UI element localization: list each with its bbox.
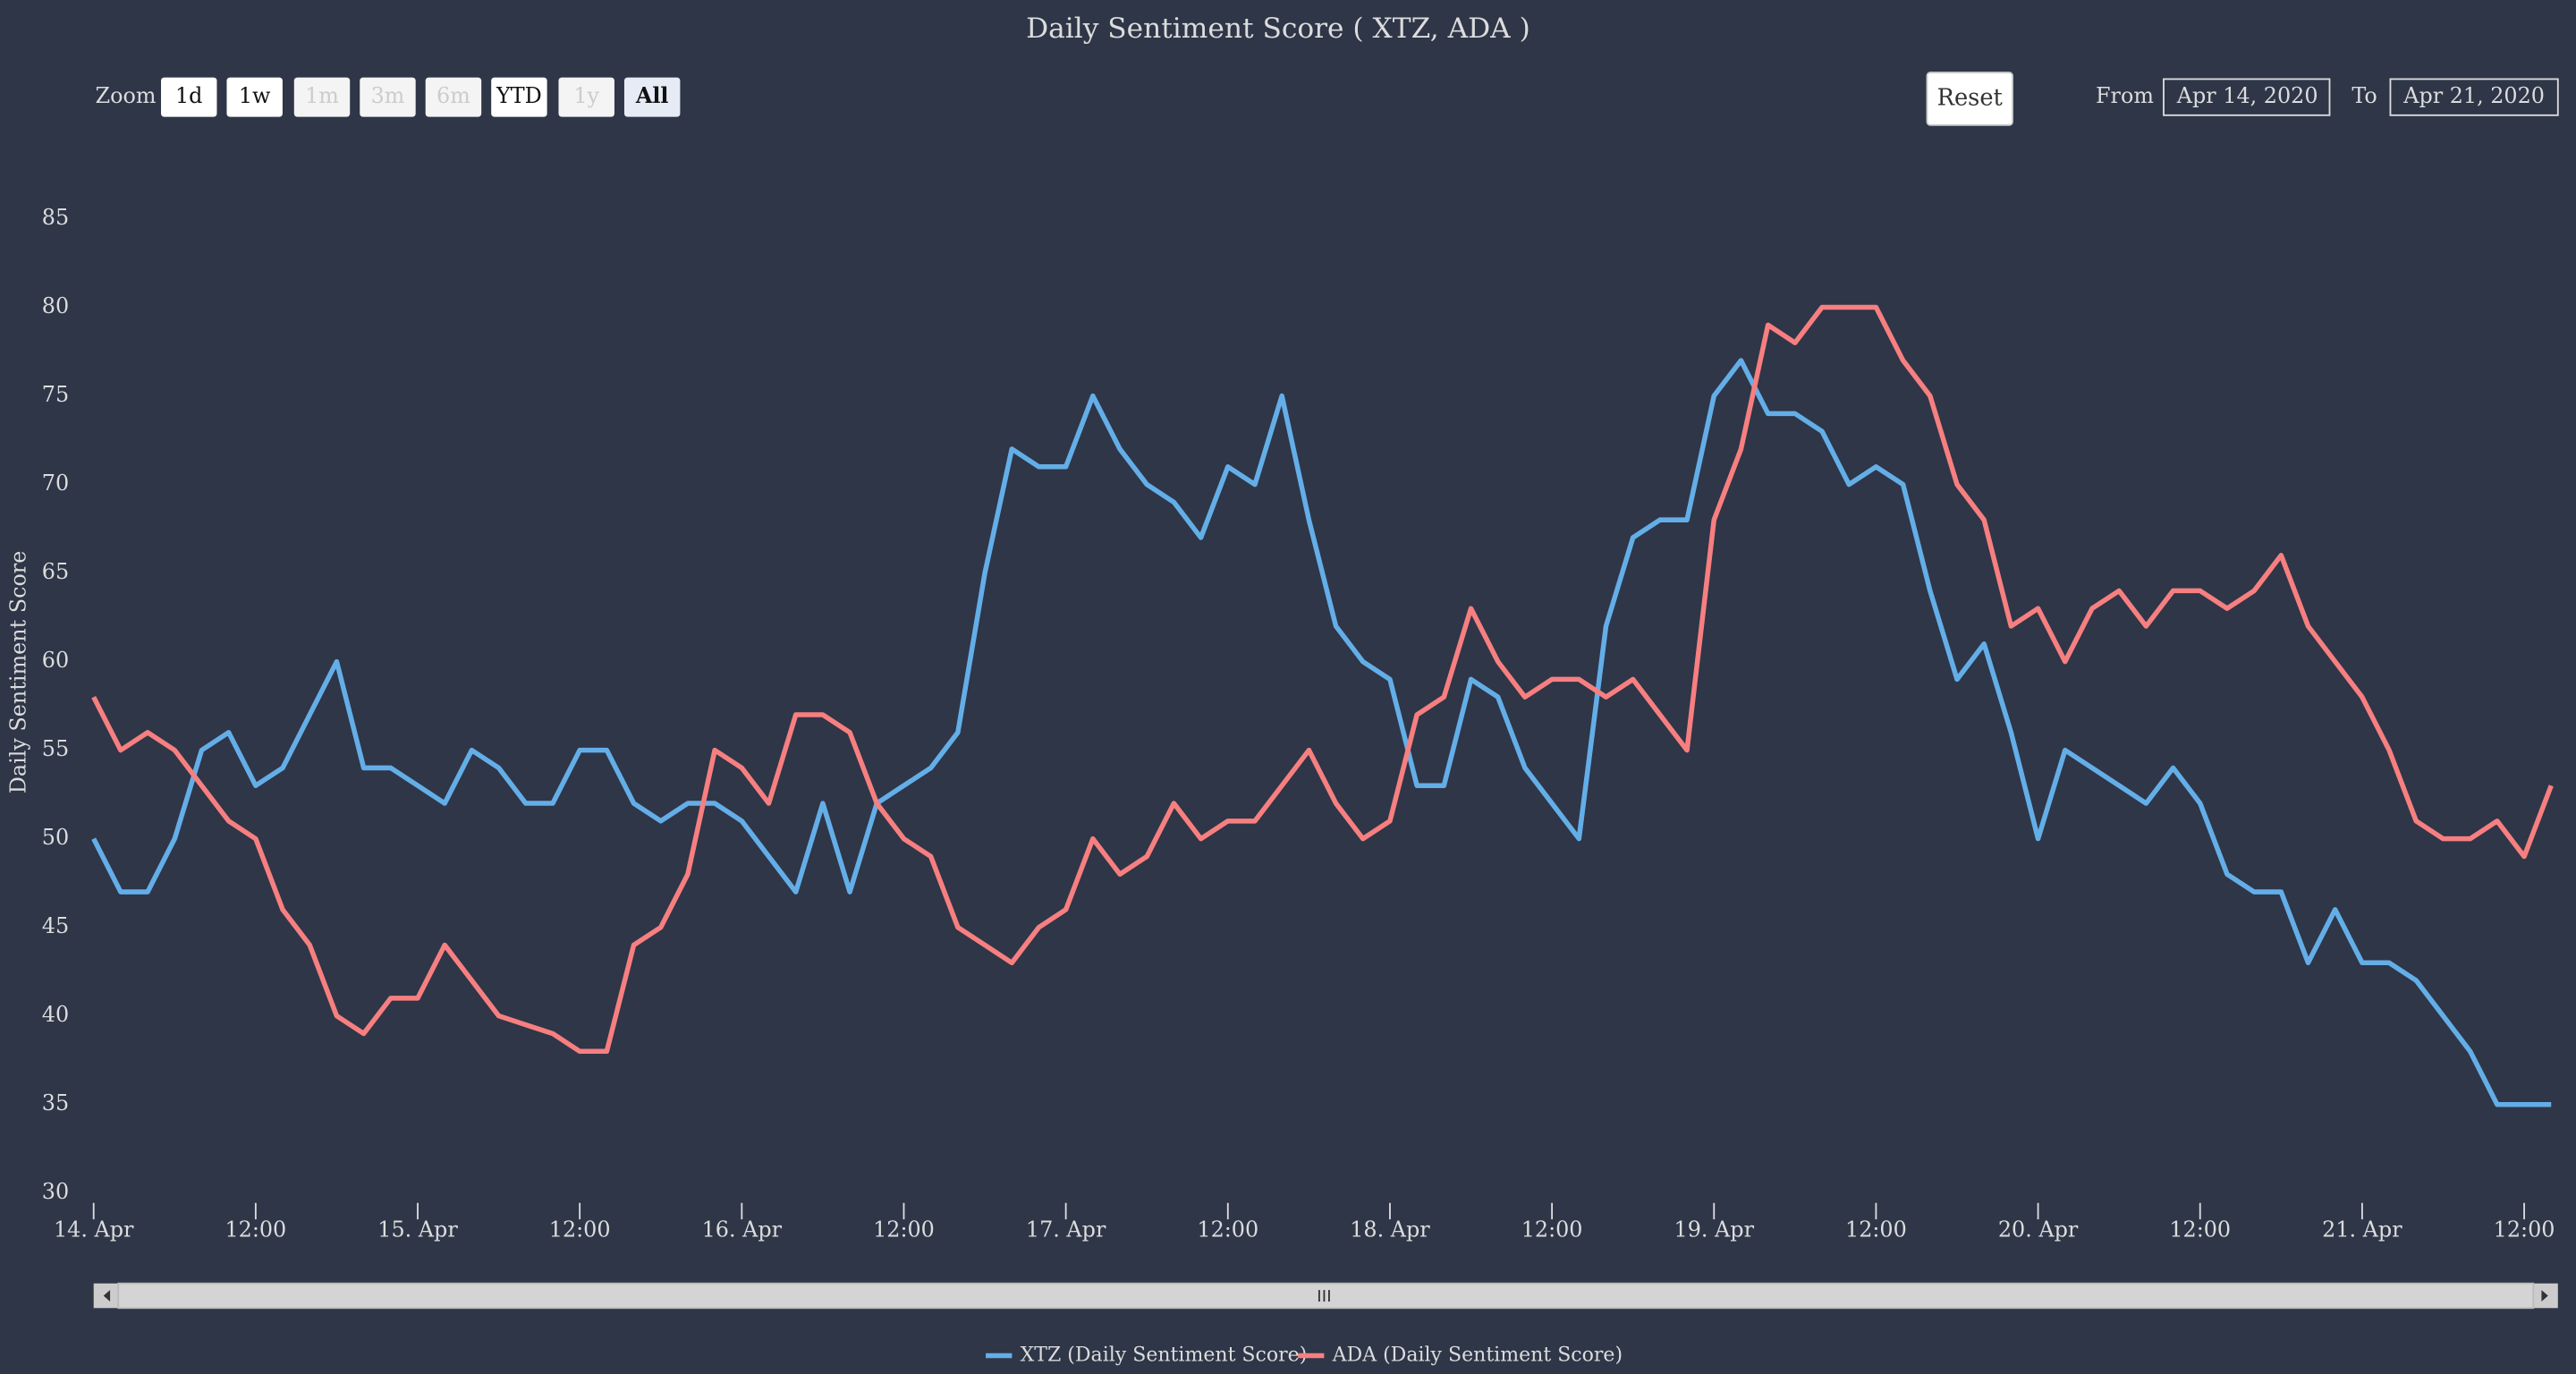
y-tick-label: 70 — [42, 471, 69, 496]
zoom-button-label[interactable]: 1m — [305, 83, 339, 108]
x-tick-label: 12:00 — [873, 1217, 935, 1242]
x-tick-label: 19. Apr — [1674, 1217, 1755, 1242]
y-tick-label: 40 — [42, 1002, 69, 1027]
scrollbar-thumb[interactable] — [117, 1282, 2535, 1310]
zoom-button-label[interactable]: 1w — [239, 83, 271, 108]
chart-title: Daily Sentiment Score ( XTZ, ADA ) — [1026, 13, 1530, 45]
zoom-button-label[interactable]: All — [635, 83, 669, 108]
y-tick-label: 35 — [42, 1090, 69, 1115]
x-tick-label: 12:00 — [549, 1217, 611, 1242]
zoom-label: Zoom — [96, 83, 157, 108]
x-tick-label: 18. Apr — [1350, 1217, 1430, 1242]
y-tick-label: 80 — [42, 293, 69, 318]
y-tick-label: 50 — [42, 825, 69, 850]
x-tick-label: 12:00 — [2494, 1217, 2555, 1242]
y-axis-label: Daily Sentiment Score — [6, 551, 31, 794]
x-tick-label: 12:00 — [225, 1217, 286, 1242]
x-tick-label: 17. Apr — [1026, 1217, 1106, 1242]
zoom-button[interactable] — [623, 77, 681, 117]
from-input[interactable] — [2163, 78, 2331, 116]
scrollbar-right-arrow[interactable] — [2541, 1290, 2548, 1302]
legend-label[interactable]: ADA (Daily Sentiment Score) — [1332, 1344, 1623, 1367]
zoom-button-label[interactable]: 3m — [371, 83, 405, 108]
zoom-button[interactable] — [491, 77, 547, 117]
to-input[interactable] — [2389, 78, 2559, 116]
x-tick-label: 12:00 — [2169, 1217, 2231, 1242]
scrollbar-grip — [1318, 1290, 1330, 1302]
zoom-button-label[interactable]: 1d — [175, 83, 202, 108]
zoom-button-label[interactable]: 6m — [436, 83, 470, 108]
x-tick-label: 20. Apr — [1998, 1217, 2079, 1242]
scrollbar-left-arrow[interactable] — [103, 1290, 111, 1302]
reset-label[interactable]: Reset — [1937, 84, 2004, 111]
series-line — [91, 304, 2554, 1055]
y-tick-label: 30 — [42, 1179, 69, 1204]
x-tick-label: 12:00 — [1197, 1217, 1258, 1242]
x-tick-label: 15. Apr — [377, 1217, 458, 1242]
zoom-button[interactable] — [226, 77, 283, 117]
zoom-button-label[interactable]: YTD — [496, 83, 542, 108]
to-value[interactable]: Apr 21, 2020 — [2402, 83, 2545, 108]
y-tick-label: 55 — [42, 736, 69, 761]
y-tick-label: 45 — [42, 913, 69, 938]
legend-label[interactable]: XTZ (Daily Sentiment Score) — [1021, 1344, 1308, 1367]
x-tick-label: 12:00 — [1845, 1217, 1907, 1242]
y-tick-label: 75 — [42, 382, 69, 407]
zoom-button[interactable] — [360, 77, 416, 117]
y-tick-label: 85 — [42, 205, 69, 230]
series-line — [91, 358, 2552, 1107]
zoom-button[interactable] — [293, 77, 351, 117]
to-label: To — [2351, 83, 2377, 108]
x-tick-label: 16. Apr — [702, 1217, 783, 1242]
zoom-button[interactable] — [161, 77, 217, 117]
from-value[interactable]: Apr 14, 2020 — [2176, 83, 2318, 108]
x-tick-label: 12:00 — [1521, 1217, 1583, 1242]
zoom-button-label[interactable]: 1y — [573, 83, 599, 108]
x-tick-label: 21. Apr — [2322, 1217, 2402, 1242]
y-tick-label: 65 — [42, 559, 69, 584]
zoom-button[interactable] — [558, 77, 614, 117]
reset-button[interactable] — [1926, 72, 2013, 126]
zoom-button[interactable] — [425, 77, 482, 117]
x-tick-label: 14. Apr — [54, 1217, 134, 1242]
from-label: From — [2096, 83, 2154, 108]
y-tick-label: 60 — [42, 648, 69, 673]
